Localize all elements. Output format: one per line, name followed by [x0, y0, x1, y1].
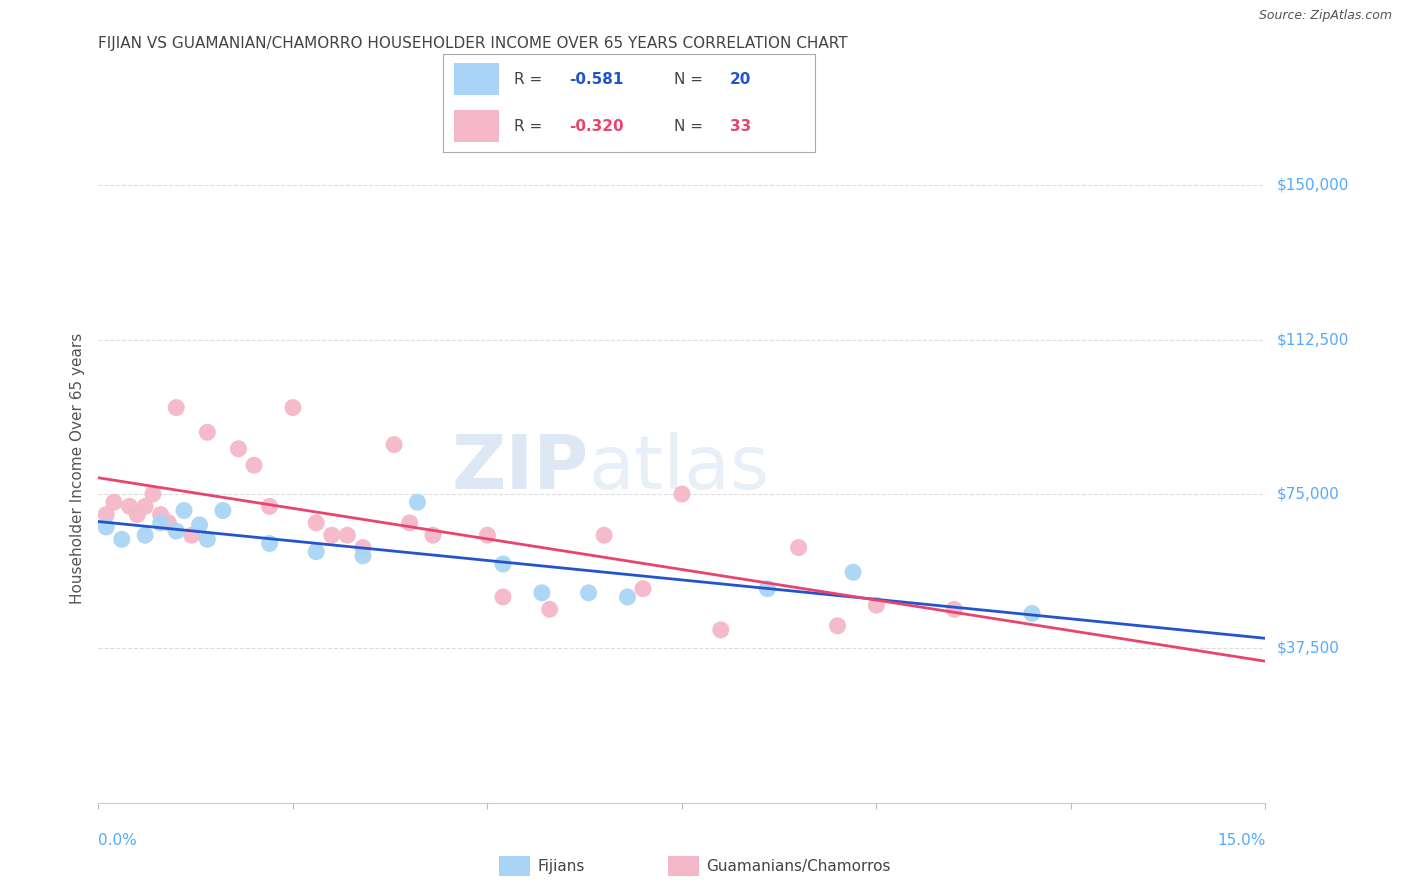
Point	[321, 528, 343, 542]
Point	[195, 425, 218, 440]
Point	[616, 590, 638, 604]
Point	[173, 503, 195, 517]
Point	[134, 500, 156, 514]
FancyBboxPatch shape	[454, 111, 499, 142]
Point	[398, 516, 420, 530]
Point	[492, 557, 515, 571]
Point	[212, 503, 235, 517]
Text: R =: R =	[513, 71, 547, 87]
Text: Source: ZipAtlas.com: Source: ZipAtlas.com	[1258, 9, 1392, 22]
Text: $112,500: $112,500	[1277, 332, 1348, 347]
Point	[96, 508, 118, 522]
Y-axis label: Householder Income Over 65 years: Householder Income Over 65 years	[70, 333, 86, 604]
Point	[352, 541, 374, 555]
Point	[259, 500, 281, 514]
Point	[422, 528, 444, 542]
Point	[111, 533, 134, 547]
Point	[127, 508, 149, 522]
Point	[165, 401, 187, 415]
Point	[149, 516, 172, 530]
Text: $75,000: $75,000	[1277, 486, 1340, 501]
Text: -0.320: -0.320	[569, 119, 624, 134]
Text: R =: R =	[513, 119, 547, 134]
Point	[406, 495, 429, 509]
Point	[157, 516, 180, 530]
Text: ZIP: ZIP	[451, 432, 589, 505]
Point	[195, 533, 218, 547]
Text: -0.581: -0.581	[569, 71, 624, 87]
Point	[477, 528, 499, 542]
Point	[492, 590, 515, 604]
Text: 33: 33	[730, 119, 751, 134]
FancyBboxPatch shape	[454, 63, 499, 95]
Point	[593, 528, 616, 542]
Point	[710, 623, 733, 637]
Point	[530, 586, 553, 600]
Text: N =: N =	[673, 71, 707, 87]
Point	[671, 487, 693, 501]
Point	[756, 582, 779, 596]
Point	[1021, 607, 1043, 621]
Point	[134, 528, 156, 542]
Point	[188, 517, 211, 532]
Point	[578, 586, 600, 600]
Point	[943, 602, 966, 616]
Point	[96, 520, 118, 534]
Point	[787, 541, 810, 555]
Text: 20: 20	[730, 71, 751, 87]
Point	[865, 598, 887, 612]
Point	[352, 549, 374, 563]
Text: 0.0%: 0.0%	[98, 833, 138, 848]
Text: 15.0%: 15.0%	[1218, 833, 1265, 848]
Point	[243, 458, 266, 473]
Point	[165, 524, 187, 538]
Text: N =: N =	[673, 119, 707, 134]
Point	[142, 487, 165, 501]
Point	[118, 500, 141, 514]
Point	[305, 516, 328, 530]
Point	[827, 619, 849, 633]
Point	[631, 582, 654, 596]
Point	[336, 528, 359, 542]
Point	[228, 442, 250, 456]
Point	[180, 528, 202, 542]
Point	[259, 536, 281, 550]
Point	[382, 437, 405, 451]
Point	[149, 508, 172, 522]
Point	[305, 544, 328, 558]
Text: FIJIAN VS GUAMANIAN/CHAMORRO HOUSEHOLDER INCOME OVER 65 YEARS CORRELATION CHART: FIJIAN VS GUAMANIAN/CHAMORRO HOUSEHOLDER…	[98, 36, 848, 51]
Text: $37,500: $37,500	[1277, 641, 1340, 656]
Text: Fijians: Fijians	[537, 859, 585, 873]
Text: Guamanians/Chamorros: Guamanians/Chamorros	[706, 859, 890, 873]
Point	[281, 401, 304, 415]
Point	[103, 495, 125, 509]
Point	[842, 566, 865, 580]
Text: atlas: atlas	[589, 432, 769, 505]
Text: $150,000: $150,000	[1277, 178, 1348, 193]
Point	[538, 602, 561, 616]
